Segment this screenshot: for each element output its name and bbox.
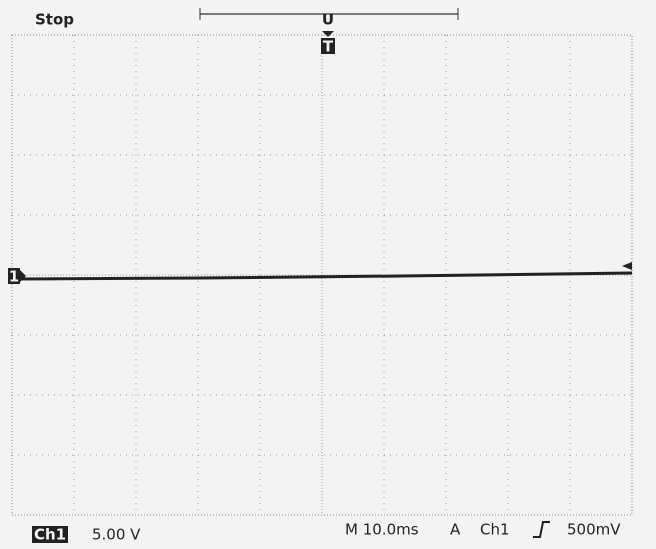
record-marker: U (322, 11, 334, 29)
channel-label: Ch1 (34, 526, 66, 544)
oscilloscope-screen: Stop U T 1 Ch1 5.00 V M 10.0ms A Ch1 500… (0, 0, 656, 545)
scale-readout: 5.00 V (92, 526, 141, 544)
status: Stop (35, 11, 74, 29)
trigger-source: Ch1 (480, 521, 510, 539)
trigger-mode: A (450, 521, 461, 539)
timebase-readout: M 10.0ms (345, 521, 419, 539)
channel-marker: 1 (9, 268, 19, 286)
trigger-level: 500mV (567, 521, 621, 539)
trigger-marker: T (323, 38, 334, 56)
